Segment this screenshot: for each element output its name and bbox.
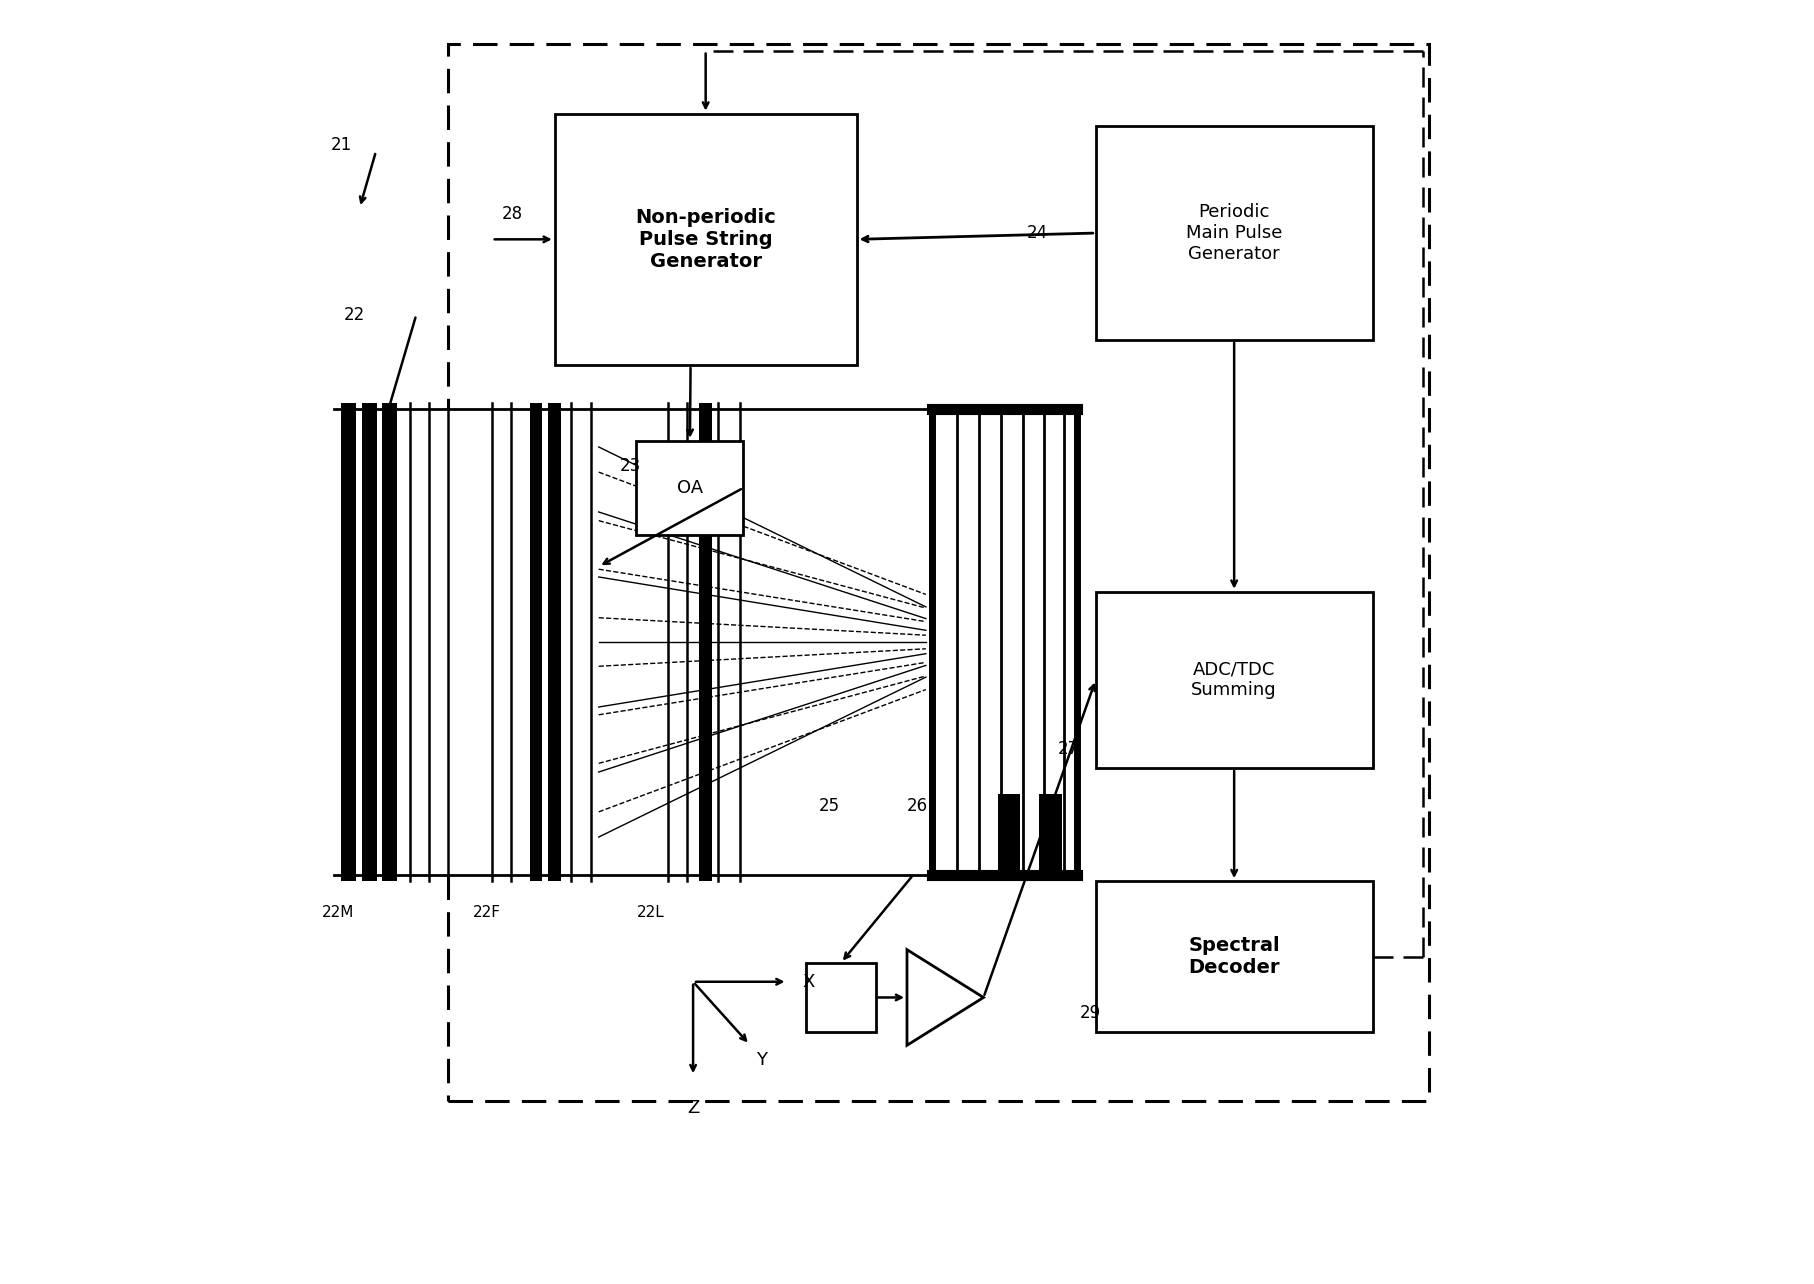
Text: Y: Y: [756, 1050, 767, 1068]
Bar: [530, 403, 542, 881]
Bar: [1096, 881, 1373, 1032]
Bar: [448, 44, 1429, 1102]
Text: X: X: [802, 973, 814, 991]
Text: 23: 23: [620, 457, 642, 475]
Text: 24: 24: [1027, 223, 1048, 243]
Bar: [807, 963, 876, 1032]
Polygon shape: [907, 950, 983, 1045]
Text: OA: OA: [677, 479, 704, 497]
Text: 22M: 22M: [321, 905, 354, 921]
Text: 22: 22: [343, 306, 365, 324]
Text: 22F: 22F: [473, 905, 501, 921]
Bar: [637, 440, 744, 535]
Text: Z: Z: [688, 1099, 698, 1117]
Bar: [548, 403, 561, 881]
Bar: [363, 403, 377, 881]
Text: Periodic
Main Pulse
Generator: Periodic Main Pulse Generator: [1186, 203, 1282, 263]
Text: ADC/TDC
Summing: ADC/TDC Summing: [1192, 660, 1277, 700]
Bar: [334, 410, 1078, 874]
Text: 22L: 22L: [637, 905, 664, 921]
Bar: [1096, 126, 1373, 340]
Bar: [1039, 794, 1061, 877]
Bar: [555, 113, 856, 365]
Bar: [700, 403, 711, 881]
Bar: [1096, 592, 1373, 768]
Text: 25: 25: [818, 796, 840, 814]
Bar: [383, 403, 397, 881]
Text: 28: 28: [502, 205, 522, 223]
Text: Spectral
Decoder: Spectral Decoder: [1188, 936, 1281, 977]
Bar: [341, 403, 356, 881]
Text: 21: 21: [330, 136, 352, 154]
Text: 27: 27: [1058, 740, 1079, 758]
Text: 29: 29: [1079, 1004, 1101, 1022]
Text: 26: 26: [907, 796, 929, 814]
Text: Non-periodic
Pulse String
Generator: Non-periodic Pulse String Generator: [635, 208, 776, 271]
Bar: [998, 794, 1019, 877]
